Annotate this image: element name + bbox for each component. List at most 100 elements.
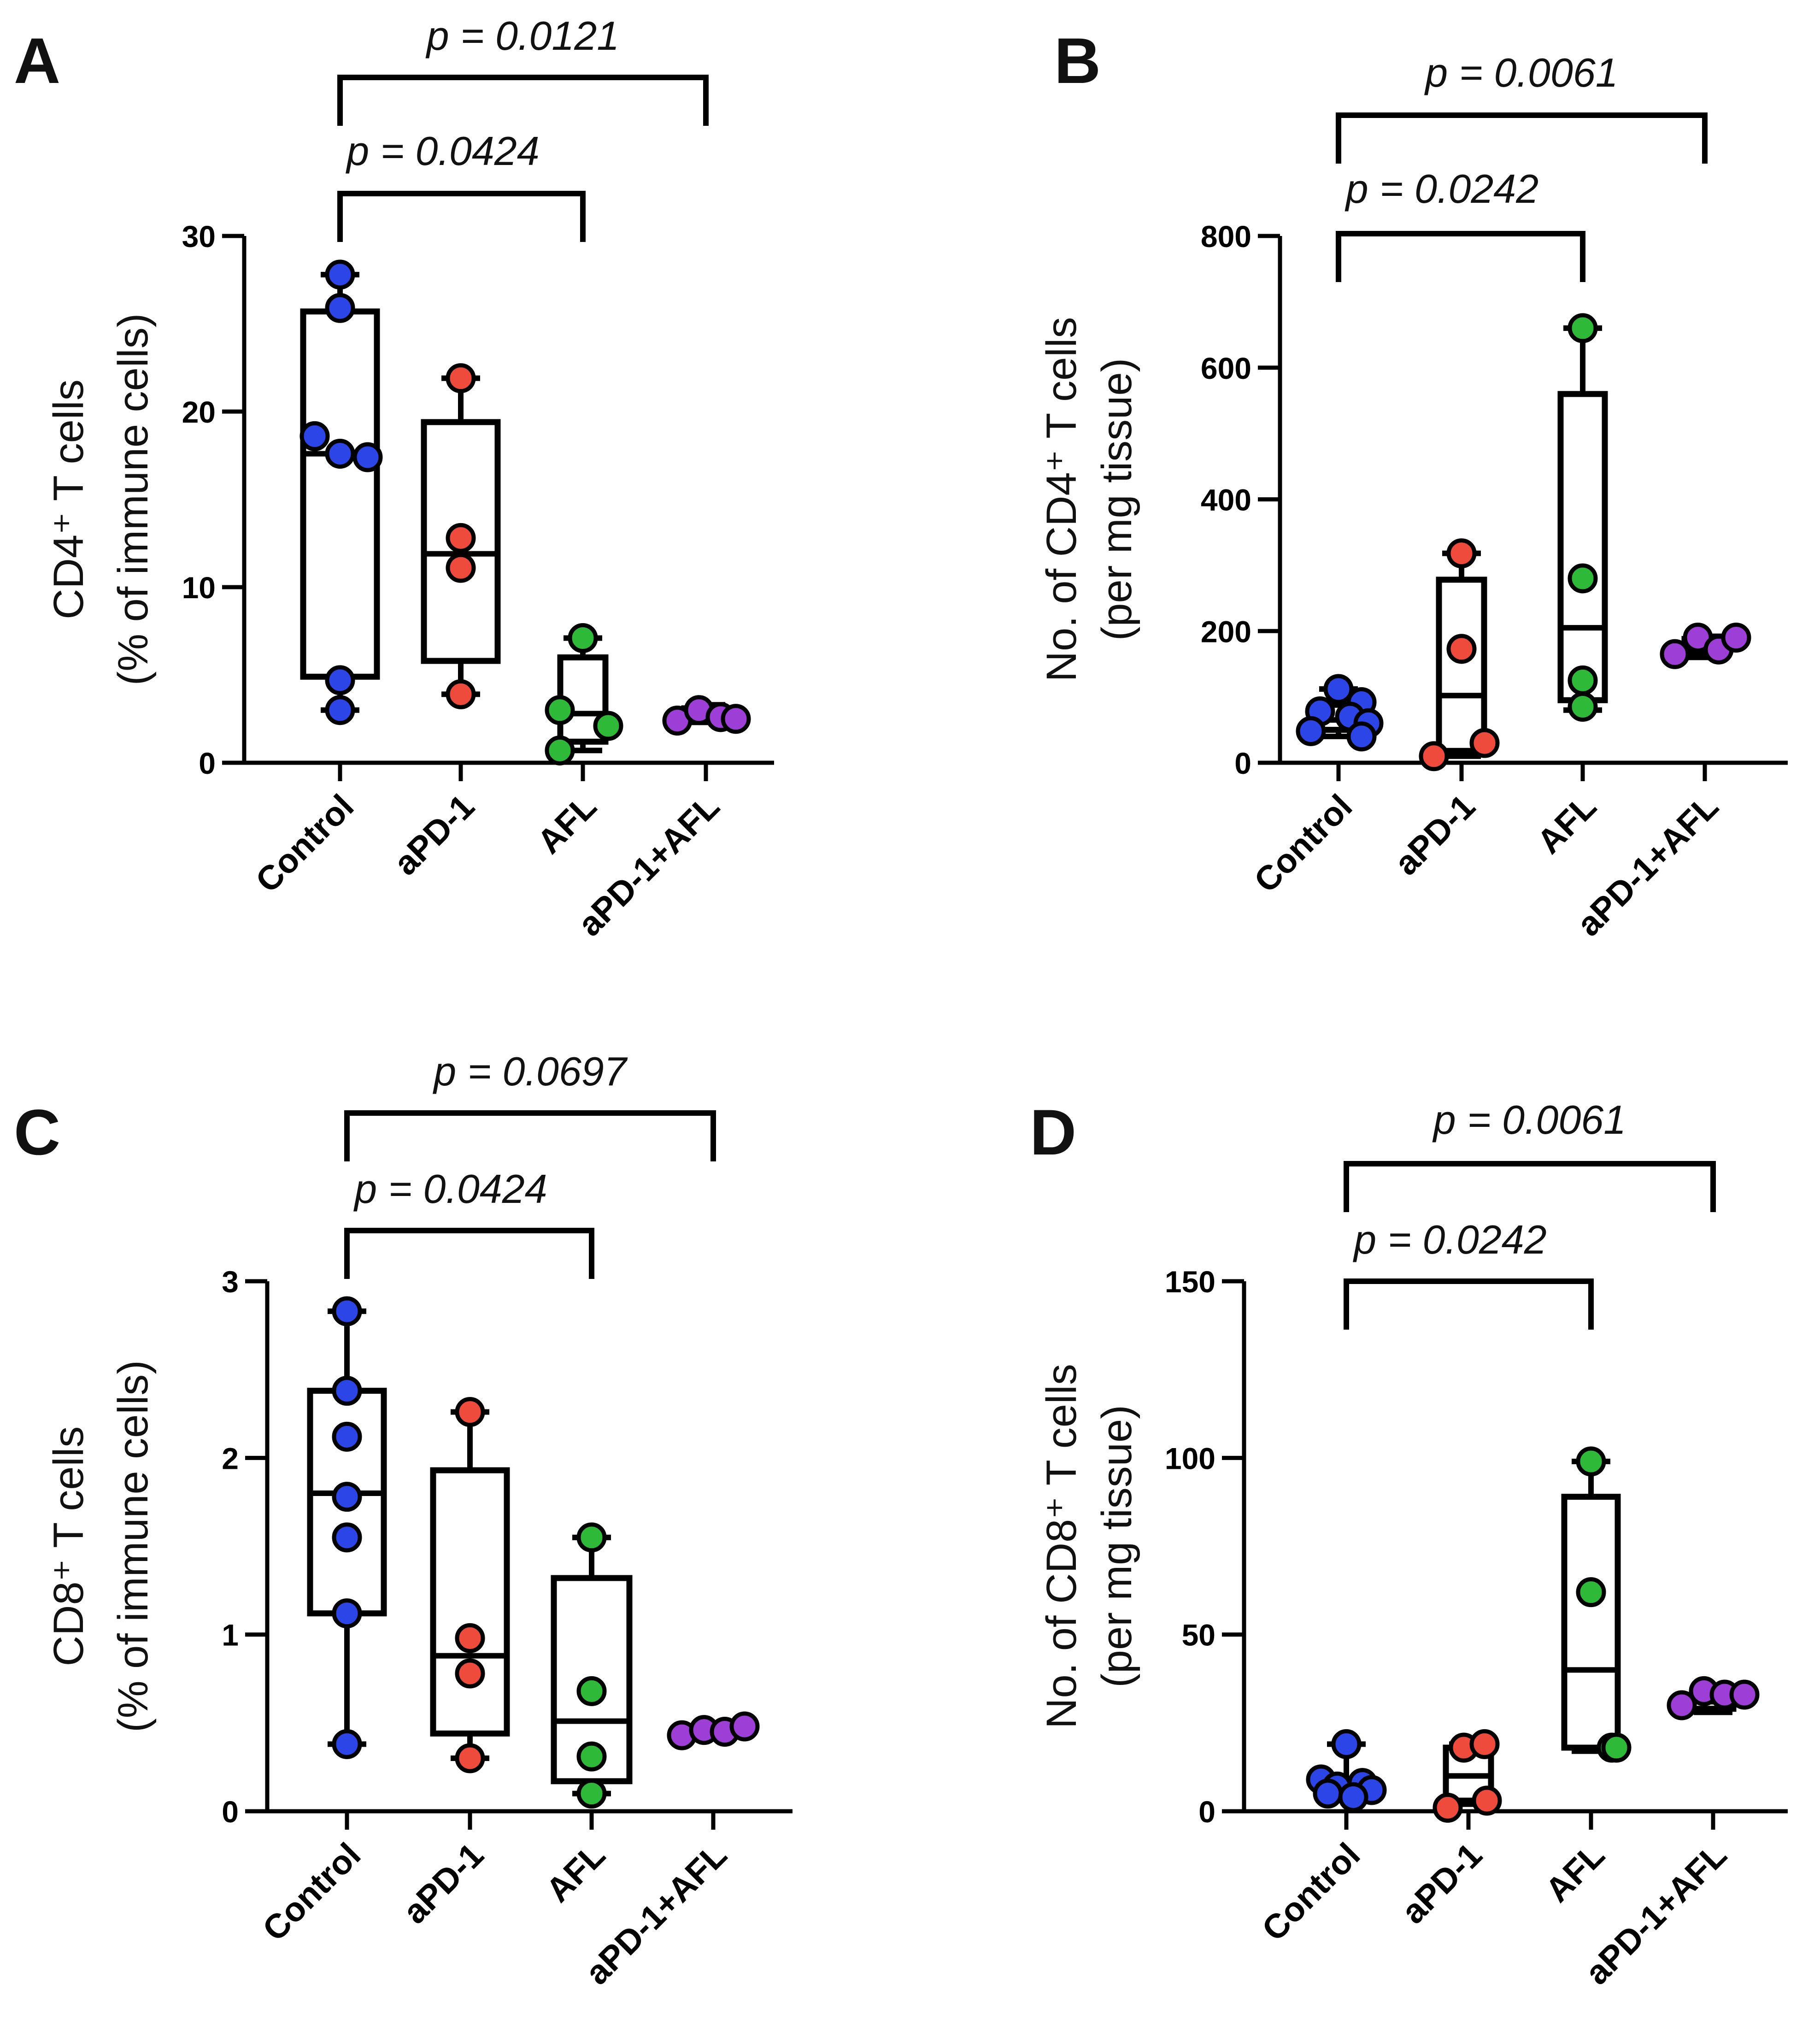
data-point (570, 625, 596, 651)
panel-D: DNo. of CD8⁺ T cells (per mg tissue)05010… (1030, 1096, 1788, 1992)
y-tick-label: 400 (1201, 483, 1251, 517)
data-point (448, 555, 474, 581)
category-label-apd-1: aPD-1 (386, 787, 481, 883)
data-point (327, 441, 353, 466)
p-value-label: p = 0.0242 (1352, 1217, 1546, 1262)
y-axis-title-line-1: No. of CD4⁺ T cells (1038, 317, 1085, 682)
data-point (327, 697, 353, 723)
data-point (334, 1525, 360, 1550)
data-point (1449, 636, 1474, 662)
panel-letter: C (14, 1096, 60, 1168)
box-group-afl (547, 625, 621, 763)
box-group-afl (554, 1525, 629, 1807)
y-tick-label: 600 (1201, 351, 1251, 385)
box-group-apd-1 (1421, 541, 1497, 769)
data-point (1472, 1731, 1497, 1757)
y-axis-title-line-2: (% of immune cells) (110, 313, 157, 686)
y-tick-label: 3 (222, 1265, 239, 1299)
data-point (334, 1731, 360, 1757)
data-point (547, 737, 573, 763)
y-tick-label: 200 (1201, 614, 1251, 648)
box-group-afl (1564, 1449, 1629, 1761)
figure: ACD4⁺ T cells (% of immune cells)0102030C… (0, 0, 1820, 2038)
data-point (1435, 1795, 1461, 1820)
data-point (723, 706, 749, 732)
y-tick-label: 2 (222, 1441, 239, 1475)
data-point (448, 365, 474, 391)
panel-letter: A (14, 24, 60, 97)
data-point (457, 1661, 483, 1686)
data-point (1578, 1449, 1604, 1474)
iqr-box (303, 312, 377, 677)
y-tick-label: 800 (1201, 219, 1251, 253)
data-point (1570, 694, 1596, 720)
panel-letter: D (1030, 1096, 1076, 1168)
data-point (1333, 1731, 1359, 1757)
box-group-apd-1-afl (669, 1714, 757, 1748)
significance-bracket (340, 194, 583, 242)
panel-C: CCD8⁺ T cells (% of immune cells)0123Cont… (14, 1048, 793, 1992)
category-label-afl: AFL (530, 787, 604, 861)
data-point (1732, 1682, 1757, 1708)
box-group-apd-1-afl (1662, 625, 1749, 667)
y-axis-title-line-2: (per mg tissue) (1093, 358, 1140, 641)
data-point (457, 1399, 483, 1425)
significance-bracket (1339, 234, 1583, 282)
data-point (448, 681, 474, 707)
y-tick-label: 150 (1165, 1265, 1215, 1299)
data-point (448, 525, 474, 551)
box-group-control (1298, 676, 1381, 749)
significance-bracket (347, 1113, 713, 1161)
data-point (1723, 625, 1749, 651)
data-point (327, 262, 353, 288)
box-group-apd-1-afl (664, 697, 749, 734)
data-point (334, 1424, 360, 1449)
data-point (1349, 724, 1374, 749)
data-point (579, 1781, 605, 1807)
y-tick-label: 0 (1234, 746, 1251, 780)
significance-bracket (1346, 1281, 1591, 1330)
significance-bracket (1346, 1164, 1713, 1212)
box-group-apd-1 (424, 365, 498, 707)
data-point (302, 423, 328, 449)
data-point (457, 1745, 483, 1771)
y-tick-label: 100 (1165, 1441, 1215, 1475)
category-label-apd-1: aPD-1 (1394, 1836, 1489, 1931)
iqr-box (1564, 1497, 1618, 1748)
p-value-label: p = 0.0424 (345, 128, 539, 174)
iqr-box (1439, 580, 1484, 751)
significance-bracket (340, 77, 706, 126)
y-axis-title-line-1: CD4⁺ T cells (45, 379, 92, 619)
iqr-box (433, 1470, 507, 1733)
data-point (1474, 1788, 1500, 1814)
box-group-control (310, 1298, 384, 1757)
p-value-label: p = 0.0424 (353, 1166, 547, 1212)
p-value-label: p = 0.0242 (1344, 166, 1538, 212)
panel-A: A CD4⁺ T cells (% of immune cells) 0 10 20 30 C… (14, 13, 774, 943)
category-label-apd-1: aPD-1 (395, 1836, 491, 1931)
category-label-control: Control (1255, 1836, 1368, 1949)
data-point (547, 697, 573, 723)
data-point (1421, 743, 1447, 769)
data-point (334, 1601, 360, 1626)
data-point (732, 1714, 757, 1739)
data-point (1315, 1781, 1341, 1807)
data-point (1298, 718, 1324, 744)
box-group-apd-1-afl (1669, 1678, 1757, 1718)
data-point (1449, 541, 1474, 566)
data-point (334, 1378, 360, 1404)
category-label-apd-1: aPD-1 (1387, 787, 1482, 883)
data-point (334, 1298, 360, 1324)
panel-letter: B (1054, 24, 1101, 97)
p-value-label: p = 0.0061 (1424, 50, 1618, 95)
data-point (327, 295, 353, 321)
box-group-apd-1 (433, 1399, 507, 1771)
data-point (1570, 667, 1596, 693)
data-point (579, 1678, 605, 1704)
data-point (1662, 641, 1688, 667)
data-point (1603, 1735, 1629, 1761)
box-group-control (302, 262, 381, 723)
y-tick-label: 0 (199, 746, 216, 780)
category-label-control: Control (255, 1836, 368, 1949)
data-point (355, 444, 381, 470)
